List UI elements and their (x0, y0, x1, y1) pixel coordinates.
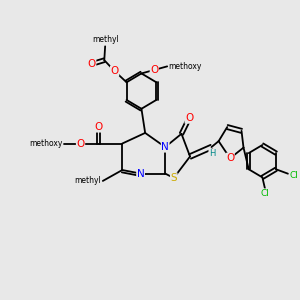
Text: O: O (94, 122, 103, 132)
Text: S: S (170, 173, 177, 183)
Text: methyl: methyl (75, 176, 101, 185)
Text: Cl: Cl (289, 171, 298, 180)
Text: O: O (185, 113, 193, 123)
Text: N: N (137, 169, 145, 178)
Text: methoxy: methoxy (29, 139, 63, 148)
Text: O: O (150, 65, 158, 75)
Text: O: O (226, 153, 234, 163)
Text: methyl: methyl (92, 35, 118, 44)
Text: Cl: Cl (261, 189, 270, 198)
Text: N: N (161, 142, 169, 152)
Text: O: O (88, 59, 96, 69)
Text: methoxy: methoxy (169, 62, 202, 71)
Text: H: H (209, 149, 215, 158)
Text: O: O (76, 139, 85, 148)
Text: O: O (110, 66, 119, 76)
